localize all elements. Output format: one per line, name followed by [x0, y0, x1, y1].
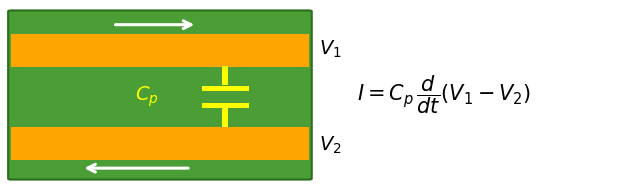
Text: $\it{I}$: $\it{I}$	[143, 0, 151, 12]
Bar	[202, 86, 249, 91]
Text: $\mathit{C_p}$: $\mathit{C_p}$	[135, 85, 159, 109]
Bar	[11, 127, 309, 160]
FancyBboxPatch shape	[8, 10, 312, 180]
Text: $V_2$: $V_2$	[319, 135, 342, 156]
Bar	[222, 66, 228, 86]
Text: $I = C_p\,\dfrac{d}{dt}(V_1 - V_2)$: $I = C_p\,\dfrac{d}{dt}(V_1 - V_2)$	[357, 74, 531, 116]
Bar	[222, 108, 228, 127]
Bar	[11, 34, 309, 66]
Bar	[202, 103, 249, 108]
Text: $V_1$: $V_1$	[319, 39, 342, 60]
